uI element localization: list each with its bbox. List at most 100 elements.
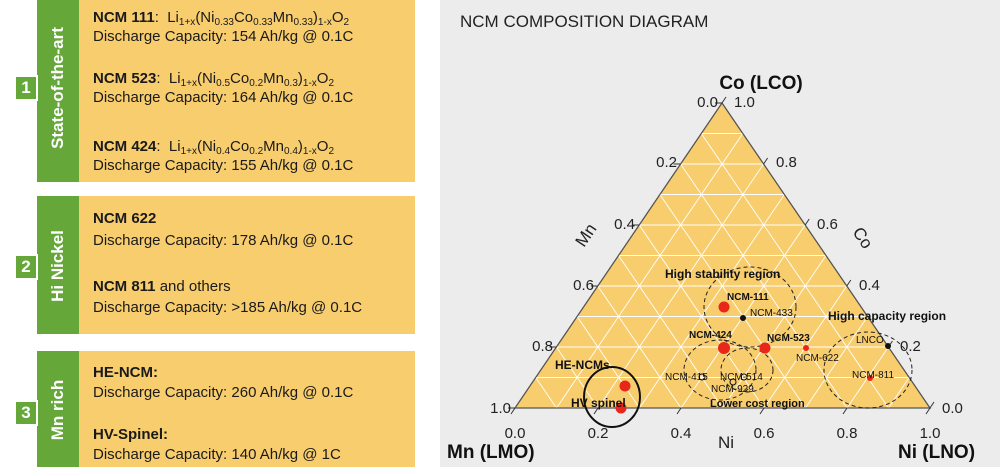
he-ncm-heading: HE-NCM: xyxy=(93,364,158,381)
high-capacity-label: High capacity region xyxy=(828,309,946,323)
ncm622-marker xyxy=(803,345,809,351)
ncm415-label: NCM-415 xyxy=(665,372,708,383)
tick-bottom-5: 1.0 xyxy=(920,425,941,442)
ncm424-sep: : xyxy=(156,138,165,155)
tick-left-1: 0.2 xyxy=(656,154,677,171)
ncm523-sep: : xyxy=(156,70,165,87)
tick-mark-bottom-1 xyxy=(593,407,599,415)
tick-mark-right-3 xyxy=(846,279,852,287)
ncm622-name: NCM 622 xyxy=(93,210,157,227)
section-1-panel xyxy=(37,0,415,182)
ncm523-capacity: Discharge Capacity: 164 Ah/kg @ 0.1C xyxy=(93,89,354,106)
tick-mark-bottom-4 xyxy=(842,407,848,415)
lower-cost-circle-a xyxy=(683,339,757,401)
hv-spinel-capacity: Discharge Capacity: 140 Ah/kg @ 1C xyxy=(93,446,341,463)
ncm424-capacity: Discharge Capacity: 155 Ah/kg @ 0.1C xyxy=(93,157,354,174)
gridline-mn-1 xyxy=(700,133,889,409)
tick-right-3: 0.4 xyxy=(859,277,880,294)
hv-spinel-circle xyxy=(583,366,641,428)
ncm622-heading: NCM 622 xyxy=(93,210,156,227)
tick-right-1: 0.8 xyxy=(776,154,797,171)
tick-mark-bottom-3 xyxy=(759,407,765,415)
vertex-ni-label: Ni (LNO) xyxy=(898,442,975,463)
gridline-ni-9 xyxy=(888,377,910,409)
tick-mark-bottom-2 xyxy=(676,407,682,415)
ncm424-label: NCM-424 xyxy=(689,330,732,341)
ncm622-capacity: Discharge Capacity: 178 Ah/kg @ 0.1C xyxy=(93,232,354,249)
ncm622-label: NCM-622 xyxy=(796,353,839,364)
hv-spinel-label: HV spinel xyxy=(571,396,626,410)
ncm929-marker xyxy=(729,378,737,386)
tick-mark-right-0 xyxy=(721,96,727,104)
ncm424-marker xyxy=(718,342,730,354)
ncm811-marker xyxy=(867,375,873,381)
section-3-panel xyxy=(37,351,415,467)
tick-bottom-4: 0.8 xyxy=(837,425,858,442)
ncm111-marker xyxy=(718,301,730,313)
hv-spinel-name: HV-Spinel: xyxy=(93,426,169,443)
ncm111-label: NCM-111 xyxy=(727,292,769,303)
tick-left-4: 0.8 xyxy=(532,338,553,355)
he-ncm-name: HE-NCM: xyxy=(93,364,158,381)
gridline-mn-7 xyxy=(576,316,640,409)
ncm811-name: NCM 811 xyxy=(93,278,156,295)
lnco-marker xyxy=(885,343,891,349)
ncm433-marker xyxy=(740,315,746,321)
gridline-mn-6 xyxy=(597,285,682,409)
tick-mark-right-2 xyxy=(804,218,810,226)
tick-right-2: 0.6 xyxy=(817,216,838,233)
ncm523-label: NCM-523 xyxy=(767,333,810,344)
ncm111-name: NCM 111 xyxy=(93,9,155,26)
axis-co-label: Co xyxy=(849,224,877,253)
ncm811-label: NCM-811 xyxy=(852,370,894,381)
tick-left-5: 1.0 xyxy=(490,400,511,417)
high-capacity-circle xyxy=(823,331,913,409)
gridline-mn-5 xyxy=(618,255,723,409)
ncm111-formula: Li1+x(Ni0.33Co0.33Mn0.33)1-xO2 xyxy=(167,9,350,28)
tick-bottom-2: 0.4 xyxy=(671,425,692,442)
tick-mark-right-1 xyxy=(763,157,769,165)
axis-ticks xyxy=(508,96,935,415)
ncm523-heading: NCM 523: Li1+x(Ni0.5Co0.2Mn0.3)1-xO2 xyxy=(93,70,334,89)
tick-right-5: 0.0 xyxy=(942,400,963,417)
ncm424-name: NCM 424 xyxy=(93,138,157,155)
tick-left-3: 0.6 xyxy=(573,277,594,294)
section-2-number: 2 xyxy=(14,254,38,280)
ncm424-formula: Li1+x(Ni0.4Co0.2Mn0.4)1-xO2 xyxy=(168,138,335,157)
vertex-mn-label: Mn (LMO) xyxy=(447,442,535,463)
tick-mark-bottom-0 xyxy=(510,407,516,415)
he-ncm-marker xyxy=(619,380,631,392)
hv-spinel-heading: HV-Spinel: xyxy=(93,426,168,443)
ncm111-capacity: Discharge Capacity: 154 Ah/kg @ 0.1C xyxy=(93,28,354,45)
left-panel: State-of-the-art 1 NCM 111: Li1+x(Ni0.33… xyxy=(0,0,440,467)
tick-mark-right-5 xyxy=(929,401,935,409)
tick-bottom-3: 0.6 xyxy=(754,425,775,442)
gridline-mn-9 xyxy=(535,377,557,409)
high-stability-circle xyxy=(703,266,797,348)
axis-ni-label: Ni xyxy=(718,433,734,452)
ncm433-label: NCM-433 xyxy=(750,308,793,319)
ncm111-sep: : xyxy=(154,9,164,26)
gridline-mn-3 xyxy=(659,194,806,409)
triangle-outline xyxy=(513,101,932,409)
he-ncm-capacity: Discharge Capacity: 260 Ah/kg @ 0.1C xyxy=(93,384,354,401)
gridline-ni-7 xyxy=(805,316,868,409)
tick-left-2: 0.4 xyxy=(614,216,635,233)
ncm811-sep: and others xyxy=(155,278,231,295)
diagram-title: NCM COMPOSITION DIAGRAM xyxy=(460,12,708,31)
section-2-tab xyxy=(37,196,79,334)
hv-spinel-marker xyxy=(615,402,627,414)
lower-cost-circle-b xyxy=(720,347,774,393)
axis-mn-label: Mn xyxy=(572,220,601,250)
he-ncms-label: HE-NCMs xyxy=(555,358,610,372)
ncm811-heading: NCM 811 and others xyxy=(93,278,231,295)
ncm415-marker xyxy=(698,373,706,381)
tick-mark-bottom-5 xyxy=(925,407,931,415)
lower-cost-label: Lower cost region xyxy=(710,398,805,410)
gridline-ni-5 xyxy=(722,255,827,409)
ncm514-label: NCM-514 xyxy=(720,372,763,383)
section-1-number: 1 xyxy=(14,75,38,101)
ncm424-heading: NCM 424: Li1+x(Ni0.4Co0.2Mn0.4)1-xO2 xyxy=(93,138,335,157)
gridline-ni-3 xyxy=(639,194,785,409)
